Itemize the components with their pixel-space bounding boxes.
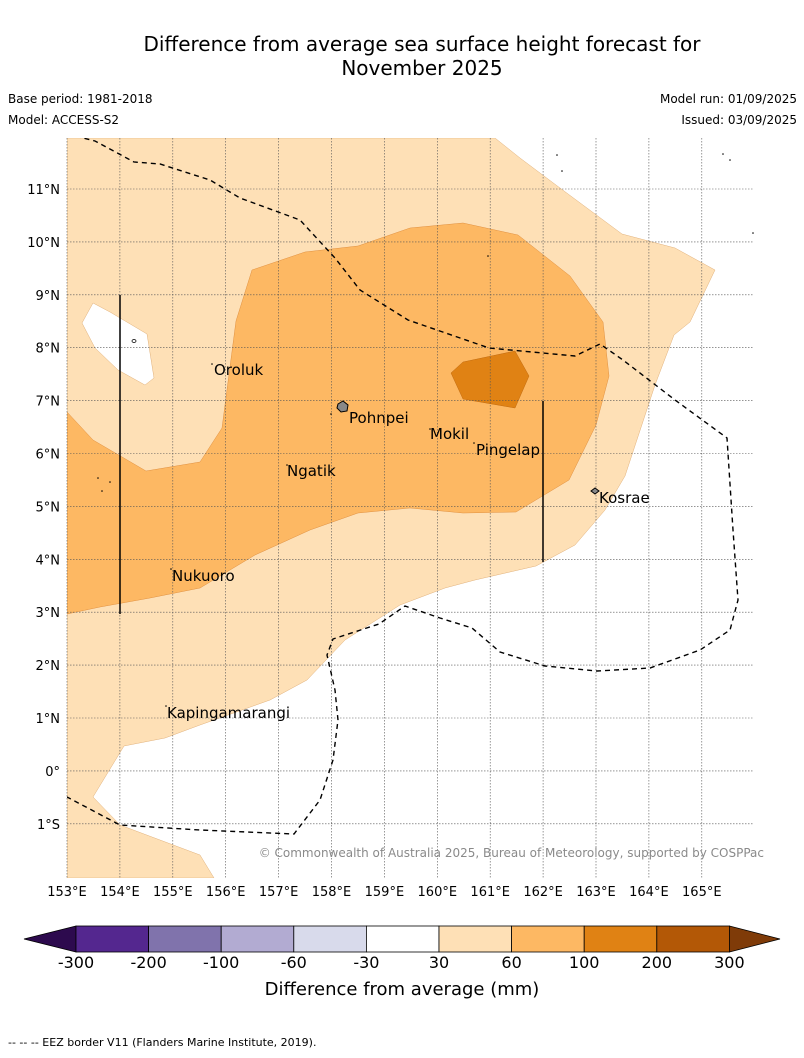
title-line-1: Difference from average sea surface heig… [143, 32, 701, 56]
colorbar-tick-label: -300 [58, 953, 94, 972]
place-label-kapingamarangi: Kapingamarangi [167, 704, 290, 722]
longitude-tick-label: 165°E [682, 885, 722, 900]
longitude-tick-label: 162°E [523, 885, 563, 900]
longitude-tick-label: 154°E [100, 885, 140, 900]
place-label-pingelap: Pingelap [476, 441, 540, 459]
anomaly-field [67, 138, 716, 878]
colorbar-tick-label: 60 [501, 953, 521, 972]
colorbar-swatch [365, 925, 440, 953]
colorbar-swatch [293, 925, 367, 953]
colorbar-extend-high [729, 925, 781, 953]
longitude-tick-label: 157°E [259, 885, 299, 900]
latitude-tick-label: 2°N [36, 659, 61, 674]
pohnpei-island [336, 400, 349, 413]
atoll-islet [211, 363, 213, 365]
copyright-notice: © Commonwealth of Australia 2025, Bureau… [259, 846, 764, 860]
atoll-islet [170, 568, 172, 570]
latitude-tick-labels: 11°N 10°N 9°N 8°N 7°N 6°N 5°N 4°N 3°N 2°N 1°N 0° 1°S [27, 183, 60, 833]
place-label-pohnpei: Pohnpei [349, 409, 409, 427]
place-label-nukuoro: Nukuoro [172, 567, 235, 585]
latitude-tick-label: 4°N [36, 553, 61, 568]
colorbar-swatch [148, 925, 222, 953]
longitude-tick-label: 160°E [418, 885, 458, 900]
kosrae-island [590, 487, 600, 495]
chart-title: Difference from average sea surface heig… [60, 32, 784, 80]
place-label-kosrae: Kosrae [599, 489, 650, 507]
colorbar-title: Difference from average (mm) [265, 979, 540, 1000]
atoll-islet [109, 481, 111, 483]
latitude-tick-label: 11°N [27, 183, 60, 198]
eez-footnote: -- -- -- EEZ border V11 (Flanders Marine… [8, 1036, 317, 1049]
atoll-islet [473, 442, 475, 444]
latitude-tick-label: 7°N [36, 395, 61, 410]
colorbar-swatch [511, 925, 585, 953]
longitude-tick-label: 164°E [629, 885, 669, 900]
atoll-islet [97, 477, 99, 479]
atoll-islet [561, 170, 563, 172]
latitude-tick-label: 5°N [36, 500, 61, 515]
colorbar-swatch [583, 925, 658, 953]
atoll-islet [556, 154, 558, 156]
place-label-mokil: Mokil [430, 425, 469, 443]
place-label-ngatik: Ngatik [287, 462, 336, 480]
place-labels: Oroluk Pohnpei Mokil Pingelap Ngatik Kos… [167, 361, 650, 722]
latitude-tick-label: 9°N [36, 289, 61, 304]
model-run: Model run: 01/09/2025 [659, 92, 797, 106]
anomaly-neutral-region [81, 302, 155, 386]
latitude-tick-label: 6°N [36, 448, 61, 463]
colorbar-tick-label: 100 [569, 953, 600, 972]
colorbar-swatch [656, 925, 730, 953]
atoll-islet [729, 159, 731, 161]
colorbar-tick-label: -60 [281, 953, 307, 972]
atoll-islet [752, 232, 754, 234]
colorbar-extend-low [23, 925, 77, 953]
latitude-tick-label: 1°N [36, 712, 61, 727]
colorbar-tick-label: -200 [130, 953, 166, 972]
colorbar-tick-label: 30 [429, 953, 449, 972]
longitude-tick-label: 158°E [312, 885, 352, 900]
atoll-islet [101, 490, 103, 492]
colorbar [23, 925, 781, 953]
colorbar-tick-label: -100 [203, 953, 239, 972]
model-name: Model: ACCESS-S2 [8, 113, 120, 127]
longitude-tick-labels: 153°E 154°E 155°E 156°E 157°E 158°E 159°E 160°E… [47, 885, 721, 900]
latitude-tick-label: 8°N [36, 342, 61, 357]
latitude-tick-label: 3°N [36, 606, 61, 621]
issued-date: Issued: 03/09/2025 [681, 113, 797, 127]
base-period: Base period: 1981-2018 [8, 92, 153, 106]
longitude-tick-label: 155°E [153, 885, 193, 900]
colorbar-tick-label: 300 [714, 953, 745, 972]
islands [97, 153, 754, 707]
colorbar-swatch [438, 925, 512, 953]
atoll-islet [330, 413, 332, 415]
atoll-islet [165, 705, 167, 707]
latitude-tick-label: 1°S [37, 818, 60, 833]
place-label-oroluk: Oroluk [214, 361, 263, 379]
longitude-tick-label: 159°E [365, 885, 405, 900]
colorbar-swatch [75, 925, 149, 953]
longitude-tick-label: 163°E [576, 885, 616, 900]
colorbar-tick-label: -30 [353, 953, 379, 972]
colorbar-tick-labels: -300 -200 -100 -60 -30 30 60 100 200 300 [58, 953, 745, 972]
colorbar-swatch [220, 925, 295, 953]
longitude-tick-label: 156°E [206, 885, 246, 900]
colorbar-tick-label: 200 [642, 953, 673, 972]
atoll-islet [131, 339, 137, 343]
longitude-tick-label: 153°E [47, 885, 87, 900]
atoll-islet [286, 464, 288, 466]
longitude-tick-label: 161°E [470, 885, 510, 900]
title-line-2: November 2025 [341, 56, 503, 80]
latitude-tick-label: 10°N [27, 236, 60, 251]
atoll-islet [722, 153, 724, 155]
atoll-islet [429, 428, 431, 430]
atoll-islet [487, 255, 489, 257]
latitude-tick-label: 0° [45, 765, 60, 780]
